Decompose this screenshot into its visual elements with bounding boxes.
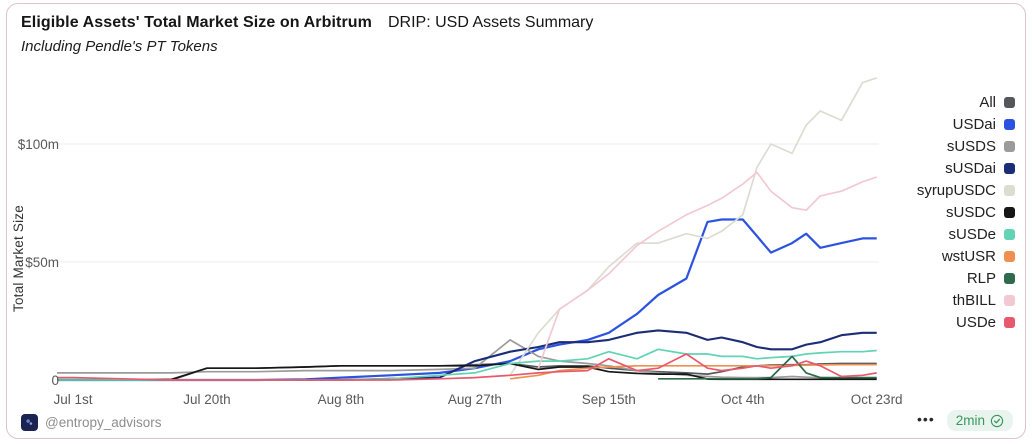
- chart-card: Eligible Assets' Total Market Size on Ar…: [6, 3, 1026, 439]
- series-line-syrupUSDC: [509, 77, 877, 376]
- legend-label: syrupUSDC: [916, 181, 996, 199]
- x-tick-Oct-23rd: Oct 23rd: [850, 392, 903, 407]
- legend-label: USDai: [952, 115, 996, 133]
- series-line-USDe: [57, 353, 877, 381]
- y-tick-100m: $100m: [17, 137, 59, 152]
- x-tick-Jul-20th: Jul 20th: [183, 392, 231, 407]
- series-line-thBILL: [537, 171, 877, 369]
- legend-label: sUSDai: [945, 159, 996, 177]
- legend-swatch: [1004, 206, 1015, 218]
- legend-swatch: [1004, 272, 1015, 284]
- legend-swatch: [1004, 294, 1015, 306]
- check-circle-icon: [990, 414, 1004, 427]
- legend-label: sUSDe: [948, 225, 996, 243]
- chart-plot-area[interactable]: [7, 4, 1026, 439]
- legend-item-susds[interactable]: sUSDS: [917, 137, 1015, 155]
- attribution: @entropy_advisors: [21, 414, 162, 431]
- legend-swatch: [1004, 162, 1015, 174]
- legend-label: sUSDC: [945, 203, 996, 221]
- legend-item-susdai[interactable]: sUSDai: [917, 159, 1015, 177]
- legend-label: thBILL: [952, 291, 996, 309]
- x-tick-Oct-4th: Oct 4th: [720, 392, 765, 407]
- refresh-time-badge[interactable]: 2min: [946, 410, 1013, 431]
- legend-swatch: [1004, 96, 1015, 108]
- x-tick-Sep-15th: Sep 15th: [581, 392, 636, 407]
- page-title: Eligible Assets' Total Market Size on Ar…: [21, 14, 593, 32]
- y-tick-0: 0: [51, 373, 59, 388]
- legend-item-usde[interactable]: USDe: [917, 313, 1015, 331]
- legend-swatch: [1004, 118, 1015, 130]
- legend-item-wstusr[interactable]: wstUSR: [917, 247, 1015, 265]
- legend-item-susde[interactable]: sUSDe: [917, 225, 1015, 243]
- legend-swatch: [1004, 140, 1015, 152]
- refresh-time-label: 2min: [955, 413, 985, 428]
- x-tick-Aug-8th: Aug 8th: [317, 392, 365, 407]
- y-tick-50m: $50m: [25, 255, 59, 270]
- legend-label: RLP: [966, 269, 996, 287]
- series-line-sUSDC: [57, 362, 877, 381]
- legend-item-thbill[interactable]: thBILL: [917, 291, 1015, 309]
- x-tick-Jul-1st: Jul 1st: [53, 392, 93, 407]
- legend-label: USDe: [955, 313, 996, 331]
- more-options-icon[interactable]: •••: [917, 410, 935, 427]
- legend-swatch: [1004, 250, 1015, 262]
- series-line-USDai: [57, 218, 877, 382]
- footer-actions: ••• 2min: [917, 410, 1013, 431]
- series-line-wstUSR: [509, 363, 877, 380]
- legend-item-usdai[interactable]: USDai: [917, 115, 1015, 133]
- legend-label: wstUSR: [941, 247, 996, 265]
- legend-swatch: [1004, 184, 1015, 196]
- legend-label: All: [979, 93, 996, 111]
- series-line-RLP: [658, 355, 877, 380]
- chart-title-suffix: DRIP: USD Assets Summary: [388, 14, 594, 31]
- author-handle[interactable]: @entropy_advisors: [45, 415, 162, 430]
- chart-title: Eligible Assets' Total Market Size on Ar…: [21, 14, 372, 31]
- legend-item-susdc[interactable]: sUSDC: [917, 203, 1015, 221]
- legend-item-all[interactable]: All: [917, 93, 1015, 111]
- legend-label: sUSDS: [946, 137, 996, 155]
- legend-item-rlp[interactable]: RLP: [917, 269, 1015, 287]
- legend-item-syrupusdc[interactable]: syrupUSDC: [916, 181, 1015, 199]
- legend-swatch: [1004, 228, 1015, 240]
- chart-subtitle: Including Pendle's PT Tokens: [21, 38, 218, 55]
- avatar[interactable]: [21, 414, 38, 431]
- legend-swatch: [1004, 316, 1015, 328]
- x-tick-Aug-27th: Aug 27th: [447, 392, 502, 407]
- chart-legend: All USDai sUSDS sUSDai syrupUSDC sUSDC sUSDe ws…: [916, 93, 1015, 331]
